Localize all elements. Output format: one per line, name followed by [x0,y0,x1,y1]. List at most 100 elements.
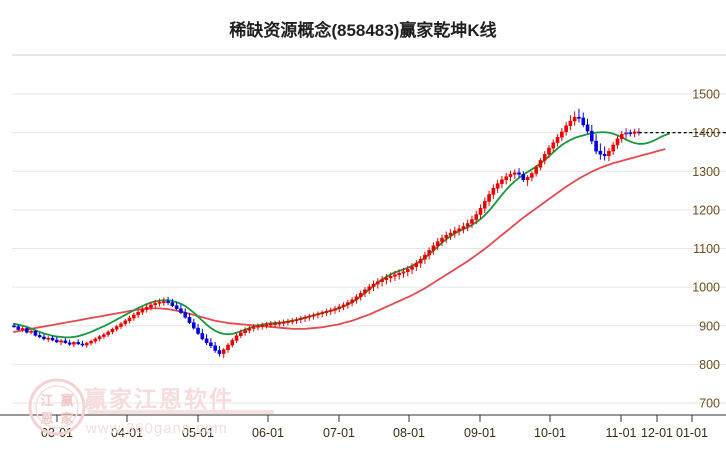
x-tick-label: 06-01 [252,426,284,440]
candle-body [119,323,123,327]
candle-body [324,311,329,313]
candle-body [162,301,166,303]
candle-body [410,266,414,270]
candle-body [457,228,461,231]
candle-body [525,177,530,180]
candle-body [33,330,38,336]
candle-body [247,328,252,331]
candle-body [12,325,16,328]
candle-body [598,150,603,155]
candle-body [93,338,98,342]
candle-body [269,323,273,326]
candle-body [371,283,376,287]
candle-body [221,349,226,354]
candle-body [55,339,59,343]
candle-body [602,154,607,157]
candle-body [286,321,290,323]
candlestick-series [12,108,641,359]
candle-body [444,235,449,239]
x-tick-label: 11-01 [605,426,636,440]
candle-body [170,302,175,306]
y-tick-label: 1100 [693,242,720,256]
candle-body [414,262,419,267]
y-tick-label: 800 [699,358,720,372]
candle-body [256,325,260,328]
candle-body [607,150,611,157]
candle-body [110,328,115,333]
candle-body [367,286,372,291]
y-tick-label: 1000 [692,281,720,295]
candle-body [191,322,196,329]
candle-body [183,312,187,318]
candle-body [521,174,526,180]
candle-body [538,160,543,168]
candle-body [560,131,564,138]
ma-line [13,148,666,333]
candle-body [547,147,551,155]
candle-body [25,328,29,333]
x-tick-label: 05-01 [182,426,214,440]
y-tick-label: 1400 [692,126,720,140]
candle-body [144,306,149,310]
candle-body [84,342,89,346]
candle-body [46,337,51,340]
candle-body [89,340,93,344]
y-tick-label: 1200 [692,203,720,217]
candle-body [341,304,346,308]
candle-body [564,125,568,133]
candle-body [132,314,136,319]
candle-body [448,232,453,236]
x-tick-label: 07-01 [323,426,355,440]
candle-body [615,138,620,146]
candle-body [200,333,205,340]
candle-body [281,322,286,324]
candle-body [294,319,299,322]
candle-body [504,176,508,181]
candle-body [234,335,239,341]
candle-body [354,296,359,301]
candle-body [350,299,354,303]
candle-body [303,317,307,319]
candle-body [114,326,119,330]
candle-body [474,214,479,220]
candle-body [358,293,363,298]
candle-body [431,245,436,251]
candle-body [581,117,586,126]
y-tick-label: 900 [699,319,720,333]
candle-body [423,254,427,260]
y-tick-label: 700 [699,397,720,411]
candle-body [418,259,423,264]
candle-body [551,142,556,149]
candle-body [149,304,153,308]
candle-body [230,340,235,346]
x-axis-tick-labels: 03-01 04-01 05-01 06-01 07-01 08-01 09-01 10-01… [41,426,708,440]
candle-body [393,274,397,277]
candle-body [585,124,590,132]
x-tick-label: 03-01 [41,426,73,440]
candle-body [380,279,384,282]
candle-body [328,310,333,312]
candle-body [16,326,21,330]
candle-body [401,271,406,274]
x-tick-label: 09-01 [464,426,496,440]
candle-body [42,336,46,340]
candle-body [140,309,145,313]
candle-body [226,344,230,350]
candle-body [346,302,350,306]
candle-body [461,226,466,230]
candle-body [320,312,324,315]
candle-body [157,301,162,304]
candle-body [530,173,534,178]
candle-body [204,338,209,343]
candle-body [594,140,598,152]
candle-body [483,201,487,209]
candle-body [166,301,170,303]
candle-body [376,281,380,285]
candle-body [590,130,594,142]
candle-body [517,172,521,175]
candle-body [363,289,367,294]
candle-body [453,230,457,234]
